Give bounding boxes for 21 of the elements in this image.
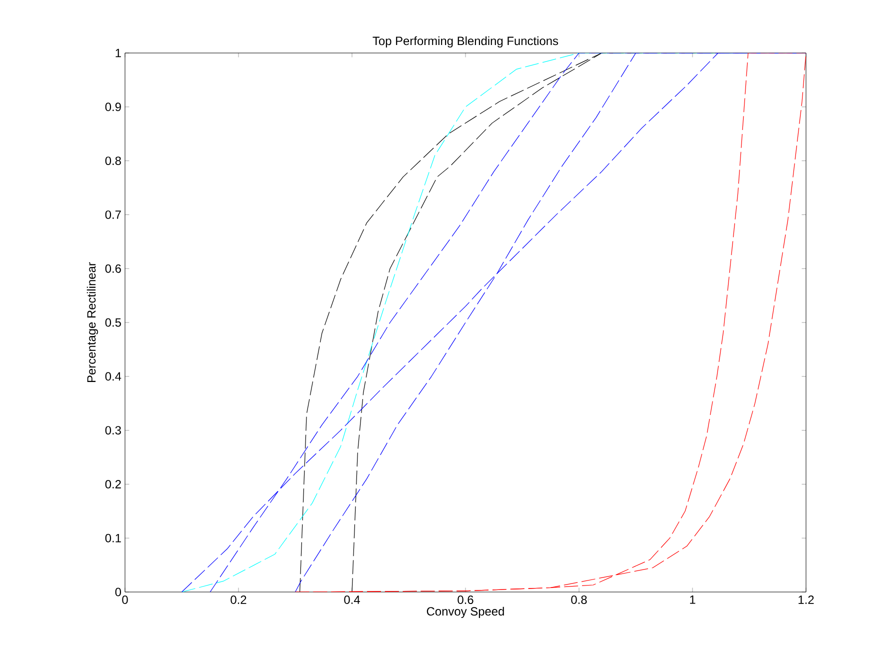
x-tick-label: 1 (690, 596, 696, 604)
x-tick-label: 0.6 (458, 596, 474, 604)
y-tick-label: 0.9 (105, 102, 121, 112)
y-tick-label: 0.5 (105, 318, 121, 327)
x-tick-label: 0.8 (571, 596, 587, 604)
y-tick-label: 0.4 (105, 372, 122, 381)
x-tick-label: 0.4 (344, 596, 360, 604)
y-tick-label: 1 (116, 48, 121, 58)
y-tick-label: 0 (115, 588, 122, 596)
y-axis-title: Percentage Rectilinear (86, 262, 98, 382)
x-tick-label: 0.2 (230, 596, 246, 604)
x-axis-title: Convoy Speed (426, 606, 504, 618)
y-tick-label: 0.3 (105, 426, 121, 435)
y-tick-label: 0.8 (105, 156, 121, 166)
chart-title: Top Performing Blending Functions (372, 36, 558, 48)
y-tick-label: 0.7 (105, 210, 121, 219)
y-tick-label: 0.6 (105, 264, 121, 273)
y-tick-label: 0.2 (105, 480, 121, 488)
y-tick-label: 0.1 (105, 534, 121, 542)
x-tick-label: 0 (122, 596, 128, 604)
x-tick-label: 1.2 (798, 596, 814, 604)
